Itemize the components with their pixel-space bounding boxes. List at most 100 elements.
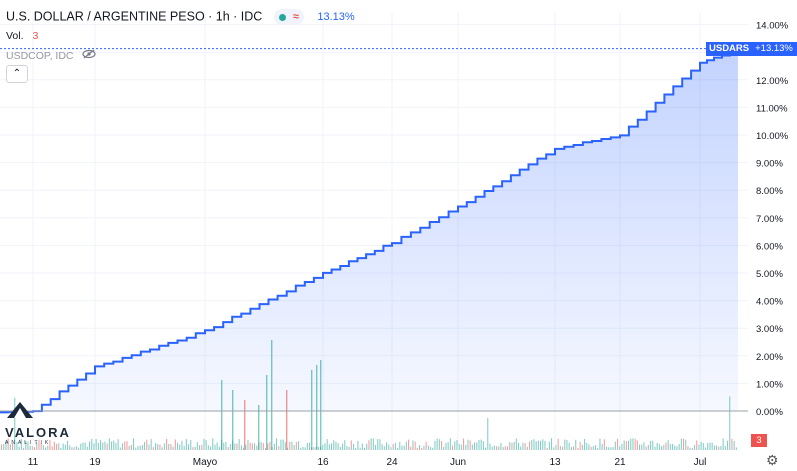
compare-legend[interactable]: USDCOP, IDC [6, 49, 97, 62]
volume-bar [12, 443, 14, 450]
y-tick-label: 7.00% [756, 214, 783, 225]
x-tick-label: 13 [549, 457, 561, 468]
volume-bar [122, 443, 124, 450]
volume-bar [249, 442, 251, 450]
volume-bar [412, 440, 414, 450]
volume-bar [720, 445, 722, 450]
volume-bar [84, 442, 86, 450]
title-text: U.S. DOLLAR / ARGENTINE PESO · 1h · IDC [6, 9, 263, 24]
price-area [0, 48, 738, 413]
volume-badge: 3 [751, 434, 767, 447]
volume-bar [306, 443, 308, 450]
volume-bar [667, 440, 669, 450]
volume-bar [447, 442, 449, 450]
logo-mark-icon [7, 402, 33, 418]
volume-bar [51, 446, 53, 450]
gear-icon[interactable]: ⚙ [766, 452, 779, 468]
volume-bar [463, 438, 465, 450]
volume-bar [614, 441, 616, 450]
volume-bar [460, 444, 462, 450]
volume-bar [383, 446, 385, 450]
volume-bar [232, 390, 234, 450]
volume-bar [647, 445, 649, 450]
volume-bar [641, 444, 643, 450]
volume-bar [3, 444, 5, 450]
volume-bar [676, 446, 678, 450]
volume-bar [579, 441, 581, 450]
volume-bar [515, 438, 517, 450]
volume-bar [128, 446, 130, 450]
volume-bar [161, 447, 163, 450]
volume-bar [7, 438, 9, 450]
volume-bar [313, 447, 315, 450]
volume-bar [357, 440, 359, 450]
volume-bar [731, 438, 733, 450]
volume-bar [27, 441, 29, 450]
volume-bar [266, 375, 268, 450]
volume-bar [152, 447, 154, 450]
y-tick-label: 0.00% [756, 407, 783, 418]
volume-bar [324, 443, 326, 450]
volume-bar [584, 439, 586, 450]
volume-bar [592, 446, 594, 450]
volume-bar [643, 442, 645, 450]
volume-bar [36, 442, 38, 450]
volume-bar [456, 440, 458, 450]
volume-bar [698, 444, 700, 450]
volume-bar [97, 443, 99, 450]
volume-bar [102, 442, 104, 450]
volume-bar [210, 446, 212, 450]
volume-bar [612, 446, 614, 450]
volume-legend: Vol. 3 [6, 30, 38, 42]
volume-bar [89, 441, 91, 450]
valora-logo: VALORA ANALITIK [5, 402, 71, 446]
volume-bar [227, 447, 229, 450]
y-tick-label: 12.00% [756, 76, 789, 87]
volume-bar [724, 446, 726, 450]
volume-bar [346, 446, 348, 450]
volume-bar [399, 441, 401, 450]
volume-bar [188, 444, 190, 450]
y-tick-label: 2.00% [756, 352, 783, 363]
volume-bar [390, 447, 392, 450]
volume-bar [225, 441, 227, 450]
status-chip[interactable]: ≈ [273, 9, 304, 25]
volume-bar [645, 446, 647, 450]
volume-bar [702, 443, 704, 450]
volume-bar [531, 440, 533, 450]
volume-bar [586, 442, 588, 450]
volume-bar [117, 439, 119, 450]
volume-bar [278, 446, 280, 450]
volume-bar [199, 445, 201, 450]
volume-bar [733, 440, 735, 450]
eye-hidden-icon[interactable] [82, 49, 97, 62]
volume-bar [355, 448, 357, 450]
volume-bar [73, 447, 75, 450]
volume-bar [342, 443, 344, 450]
volume-bar [328, 444, 330, 450]
volume-bar [339, 446, 341, 450]
volume-bar [29, 445, 31, 450]
wave-icon: ≈ [292, 11, 299, 23]
volume-bar [273, 443, 275, 450]
volume-bar [359, 447, 361, 450]
volume-bar [452, 445, 454, 450]
collapse-legend-button[interactable]: ⌃ [6, 65, 28, 83]
volume-bar [498, 446, 500, 450]
volume-bar [42, 445, 44, 450]
volume-bar [53, 441, 55, 450]
volume-bar [322, 444, 324, 450]
volume-bar [216, 442, 218, 450]
volume-bar [139, 445, 141, 450]
volume-bar [34, 447, 36, 450]
volume-bar [502, 447, 504, 450]
volume-bar [353, 444, 355, 450]
volume-bar [168, 444, 170, 450]
volume-bar [480, 439, 482, 450]
volume-bar [93, 443, 95, 450]
volume-bar [590, 446, 592, 450]
volume-bar [148, 444, 150, 450]
volume-bar [91, 438, 93, 450]
volume-bar [361, 443, 363, 450]
volume-bar [262, 443, 264, 450]
